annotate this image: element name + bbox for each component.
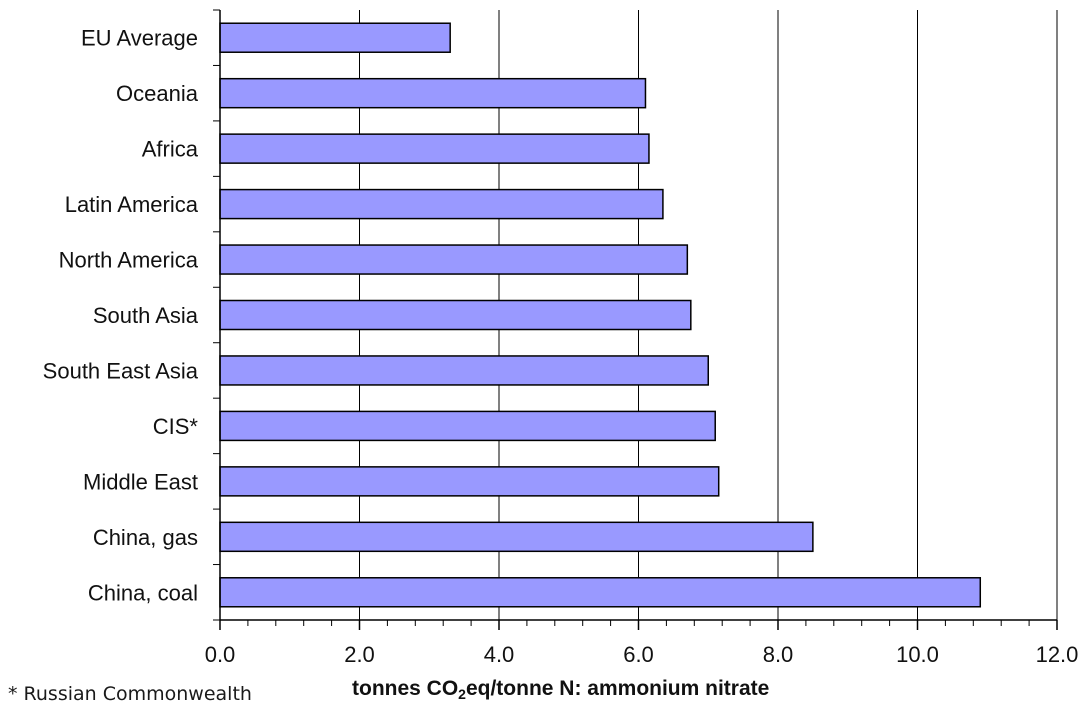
y-tick-label: Latin America xyxy=(65,192,199,217)
x-tick-label: 12.0 xyxy=(1036,642,1079,667)
y-tick-label: Oceania xyxy=(116,81,199,106)
bar xyxy=(219,299,692,331)
bar xyxy=(219,355,709,386)
x-tick-label: 6.0 xyxy=(623,642,654,667)
x-axis-label-suffix: eq/tonne N: ammonium nitrate xyxy=(465,677,770,700)
y-tick-label: CIS* xyxy=(153,414,199,439)
x-tick-label: 0.0 xyxy=(205,642,236,667)
x-axis-label-prefix: tonnes CO xyxy=(352,677,459,700)
y-tick-label: North America xyxy=(59,248,199,273)
bar xyxy=(219,77,647,109)
x-tick-label: 10.0 xyxy=(896,642,939,667)
x-tick-label: 4.0 xyxy=(484,642,515,667)
bar xyxy=(219,244,689,275)
y-tick-label: EU Average xyxy=(81,26,198,51)
x-axis-label-subscript: 2 xyxy=(458,686,466,702)
bar xyxy=(219,410,716,442)
x-tick-label: 8.0 xyxy=(763,642,794,667)
y-tick-label: Africa xyxy=(142,137,199,162)
x-tick-label: 2.0 xyxy=(344,642,375,667)
bar xyxy=(219,577,982,608)
y-tick-label: China, gas xyxy=(93,525,198,550)
bar xyxy=(219,188,664,220)
bar xyxy=(219,133,650,164)
y-tick-label: China, coal xyxy=(88,580,198,605)
x-axis-label: tonnes CO2eq/tonne N: ammonium nitrate xyxy=(352,677,769,702)
y-tick-label: South East Asia xyxy=(43,358,199,383)
bar xyxy=(219,521,814,553)
y-tick-label: South Asia xyxy=(93,303,199,328)
bar xyxy=(219,466,720,497)
bar xyxy=(219,22,451,53)
footnote: * Russian Commonwealth xyxy=(8,683,252,705)
y-tick-label: Middle East xyxy=(83,469,198,494)
